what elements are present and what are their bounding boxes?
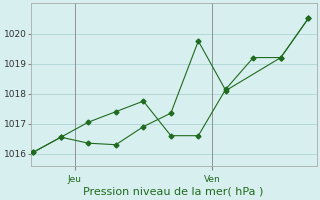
X-axis label: Pression niveau de la mer( hPa ): Pression niveau de la mer( hPa ) bbox=[84, 187, 264, 197]
